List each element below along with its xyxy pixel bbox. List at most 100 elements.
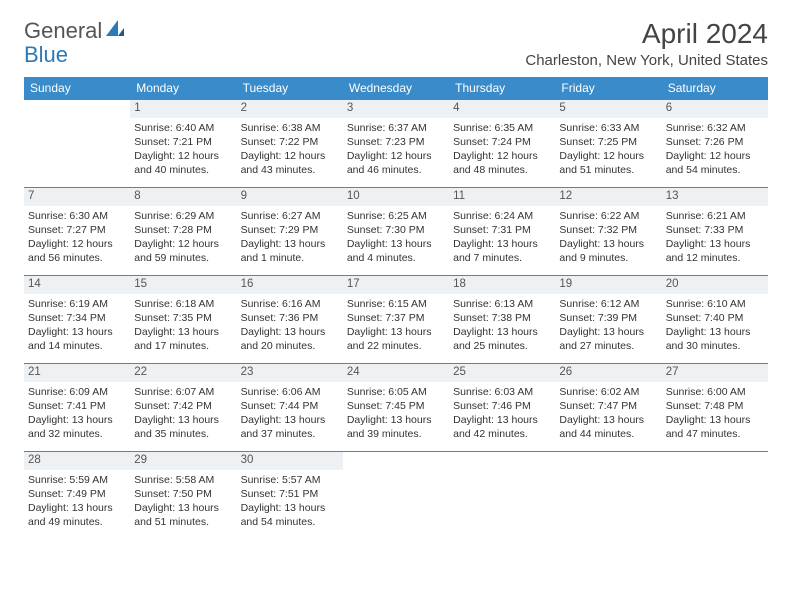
day-number: 13	[662, 188, 768, 206]
calendar-cell: 23Sunrise: 6:06 AMSunset: 7:44 PMDayligh…	[237, 364, 343, 452]
daylight-line: Daylight: 12 hours and 46 minutes.	[347, 149, 445, 177]
daylight-line: Daylight: 13 hours and 30 minutes.	[666, 325, 764, 353]
calendar-cell: 8 Sunrise: 6:29 AMSunset: 7:28 PMDaylight…	[130, 188, 236, 276]
daylight-line: Daylight: 12 hours and 48 minutes.	[453, 149, 551, 177]
day-number: 27	[662, 364, 768, 382]
day-number: 1	[130, 100, 236, 118]
calendar-cell: 3Sunrise: 6:37 AMSunset: 7:23 PMDaylight…	[343, 100, 449, 188]
weekday-header: Friday	[555, 77, 661, 100]
location-subtitle: Charleston, New York, United States	[525, 52, 768, 69]
daylight-line: Daylight: 13 hours and 12 minutes.	[666, 237, 764, 265]
calendar-cell: 1Sunrise: 6:40 AMSunset: 7:21 PMDaylight…	[130, 100, 236, 188]
sunrise-line: Sunrise: 5:58 AM	[134, 473, 232, 487]
calendar-cell: 6Sunrise: 6:32 AMSunset: 7:26 PMDaylight…	[662, 100, 768, 188]
sunrise-line: Sunrise: 6:29 AM	[134, 209, 232, 223]
sunrise-line: Sunrise: 6:18 AM	[134, 297, 232, 311]
daylight-line: Daylight: 13 hours and 14 minutes.	[28, 325, 126, 353]
daylight-line: Daylight: 13 hours and 32 minutes.	[28, 413, 126, 441]
daylight-line: Daylight: 13 hours and 7 minutes.	[453, 237, 551, 265]
daylight-line: Daylight: 13 hours and 54 minutes.	[241, 501, 339, 529]
day-number: 16	[237, 276, 343, 294]
calendar-cell: 2Sunrise: 6:38 AMSunset: 7:22 PMDaylight…	[237, 100, 343, 188]
sunrise-line: Sunrise: 6:10 AM	[666, 297, 764, 311]
sunset-line: Sunset: 7:35 PM	[134, 311, 232, 325]
day-number: 7	[24, 188, 130, 206]
daylight-line: Daylight: 12 hours and 59 minutes.	[134, 237, 232, 265]
day-number: 8	[130, 188, 236, 206]
sunset-line: Sunset: 7:37 PM	[347, 311, 445, 325]
sunset-line: Sunset: 7:24 PM	[453, 135, 551, 149]
day-number: 21	[24, 364, 130, 382]
sunset-line: Sunset: 7:45 PM	[347, 399, 445, 413]
sail-icon	[104, 18, 126, 44]
daylight-line: Daylight: 13 hours and 25 minutes.	[453, 325, 551, 353]
calendar-row: 28Sunrise: 5:59 AMSunset: 7:49 PMDayligh…	[24, 452, 768, 540]
sunset-line: Sunset: 7:28 PM	[134, 223, 232, 237]
sunrise-line: Sunrise: 6:03 AM	[453, 385, 551, 399]
sunrise-line: Sunrise: 6:32 AM	[666, 121, 764, 135]
weekday-header: Thursday	[449, 77, 555, 100]
sunset-line: Sunset: 7:33 PM	[666, 223, 764, 237]
weekday-header-row: Sunday Monday Tuesday Wednesday Thursday…	[24, 77, 768, 100]
daylight-line: Daylight: 12 hours and 56 minutes.	[28, 237, 126, 265]
calendar-cell: 13 Sunrise: 6:21 AMSunset: 7:33 PMDayligh…	[662, 188, 768, 276]
daylight-line: Daylight: 13 hours and 37 minutes.	[241, 413, 339, 441]
daylight-line: Daylight: 13 hours and 39 minutes.	[347, 413, 445, 441]
calendar-cell	[24, 100, 130, 188]
sunrise-line: Sunrise: 6:12 AM	[559, 297, 657, 311]
sunset-line: Sunset: 7:49 PM	[28, 487, 126, 501]
daylight-line: Daylight: 13 hours and 44 minutes.	[559, 413, 657, 441]
calendar-cell	[662, 452, 768, 540]
daylight-line: Daylight: 12 hours and 43 minutes.	[241, 149, 339, 177]
day-number: 10	[343, 188, 449, 206]
day-number: 28	[24, 452, 130, 470]
sunset-line: Sunset: 7:44 PM	[241, 399, 339, 413]
calendar-cell: 17Sunrise: 6:15 AMSunset: 7:37 PMDayligh…	[343, 276, 449, 364]
calendar-cell: 22Sunrise: 6:07 AMSunset: 7:42 PMDayligh…	[130, 364, 236, 452]
sunrise-line: Sunrise: 6:00 AM	[666, 385, 764, 399]
sunset-line: Sunset: 7:50 PM	[134, 487, 232, 501]
day-number: 14	[24, 276, 130, 294]
day-number: 25	[449, 364, 555, 382]
brand-word-1: General	[24, 18, 102, 44]
calendar-row: 14Sunrise: 6:19 AMSunset: 7:34 PMDayligh…	[24, 276, 768, 364]
sunset-line: Sunset: 7:21 PM	[134, 135, 232, 149]
calendar-cell: 9Sunrise: 6:27 AMSunset: 7:29 PMDaylight…	[237, 188, 343, 276]
calendar-table: Sunday Monday Tuesday Wednesday Thursday…	[24, 77, 768, 540]
sunrise-line: Sunrise: 6:21 AM	[666, 209, 764, 223]
sunrise-line: Sunrise: 6:22 AM	[559, 209, 657, 223]
day-number: 2	[237, 100, 343, 118]
calendar-cell: 11Sunrise: 6:24 AMSunset: 7:31 PMDayligh…	[449, 188, 555, 276]
day-number: 5	[555, 100, 661, 118]
daylight-line: Daylight: 12 hours and 54 minutes.	[666, 149, 764, 177]
sunset-line: Sunset: 7:42 PM	[134, 399, 232, 413]
day-number: 20	[662, 276, 768, 294]
sunrise-line: Sunrise: 5:59 AM	[28, 473, 126, 487]
sunrise-line: Sunrise: 6:09 AM	[28, 385, 126, 399]
sunset-line: Sunset: 7:38 PM	[453, 311, 551, 325]
weekday-header: Saturday	[662, 77, 768, 100]
day-number: 17	[343, 276, 449, 294]
sunset-line: Sunset: 7:32 PM	[559, 223, 657, 237]
sunset-line: Sunset: 7:46 PM	[453, 399, 551, 413]
day-number: 6	[662, 100, 768, 118]
daylight-line: Daylight: 13 hours and 20 minutes.	[241, 325, 339, 353]
daylight-line: Daylight: 13 hours and 22 minutes.	[347, 325, 445, 353]
header: General April 2024 Charleston, New York,…	[24, 18, 768, 69]
calendar-cell: 26Sunrise: 6:02 AMSunset: 7:47 PMDayligh…	[555, 364, 661, 452]
sunrise-line: Sunrise: 6:19 AM	[28, 297, 126, 311]
sunset-line: Sunset: 7:22 PM	[241, 135, 339, 149]
sunrise-line: Sunrise: 6:30 AM	[28, 209, 126, 223]
calendar-cell: 21Sunrise: 6:09 AMSunset: 7:41 PMDayligh…	[24, 364, 130, 452]
day-number: 12	[555, 188, 661, 206]
weekday-header: Monday	[130, 77, 236, 100]
daylight-line: Daylight: 13 hours and 17 minutes.	[134, 325, 232, 353]
daylight-line: Daylight: 13 hours and 1 minute.	[241, 237, 339, 265]
calendar-cell	[343, 452, 449, 540]
daylight-line: Daylight: 13 hours and 49 minutes.	[28, 501, 126, 529]
sunrise-line: Sunrise: 6:13 AM	[453, 297, 551, 311]
daylight-line: Daylight: 12 hours and 51 minutes.	[559, 149, 657, 177]
weekday-header: Sunday	[24, 77, 130, 100]
sunset-line: Sunset: 7:25 PM	[559, 135, 657, 149]
day-number: 15	[130, 276, 236, 294]
